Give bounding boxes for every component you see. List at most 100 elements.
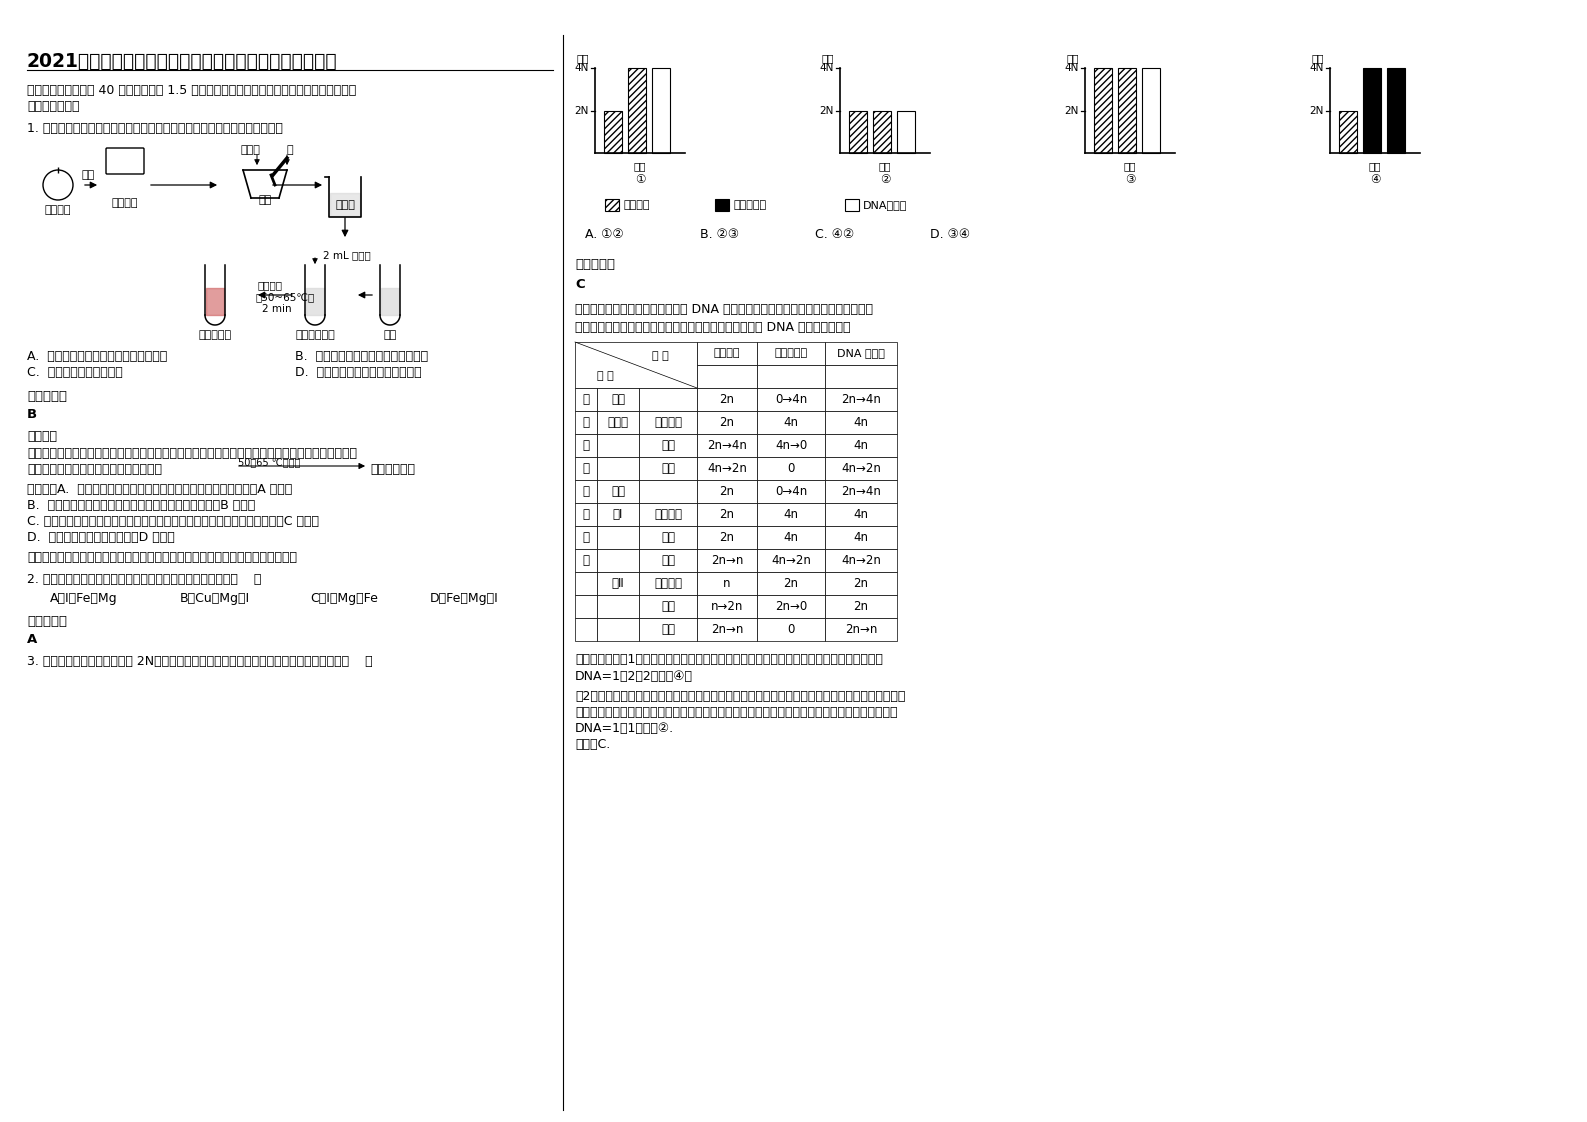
Text: n: n [724, 577, 730, 590]
Bar [757, 549, 825, 572]
Bar [640, 618, 697, 641]
Bar [697, 434, 757, 457]
Bar [757, 572, 825, 595]
Bar [873, 110, 890, 153]
Text: 原性糖。实验原理为：还原糖＋斐林试剂: 原性糖。实验原理为：还原糖＋斐林试剂 [27, 463, 162, 476]
Text: 砖红色沉淀: 砖红色沉淀 [198, 330, 232, 340]
Bar [574, 618, 597, 641]
Bar [697, 365, 757, 388]
Text: ④: ④ [1370, 173, 1381, 186]
Bar [1387, 68, 1404, 153]
Bar [640, 595, 697, 618]
Text: 时间: 时间 [1124, 160, 1136, 171]
Text: n→2n: n→2n [711, 600, 743, 613]
Bar [597, 572, 640, 595]
Text: 0: 0 [787, 462, 795, 475]
Text: 4n→0: 4n→0 [774, 439, 808, 452]
Bar [574, 503, 597, 526]
Text: 分: 分 [582, 439, 589, 452]
Text: 后期: 后期 [662, 439, 674, 452]
Bar [597, 618, 640, 641]
Bar [1117, 68, 1136, 153]
Text: DNA 分子数: DNA 分子数 [836, 349, 886, 359]
Text: 裂: 裂 [582, 462, 589, 475]
Text: 末期: 末期 [662, 554, 674, 567]
Bar [757, 595, 825, 618]
Text: 4n→2n: 4n→2n [841, 462, 881, 475]
Text: 2n: 2n [719, 508, 735, 521]
Text: 时 期: 时 期 [597, 371, 614, 381]
Bar [640, 434, 697, 457]
Text: 染色单体数: 染色单体数 [774, 349, 808, 359]
Text: ①: ① [635, 173, 646, 186]
Text: 分: 分 [582, 531, 589, 544]
Text: 4n: 4n [784, 416, 798, 429]
Bar [825, 526, 897, 549]
Text: 染色体数: 染色体数 [624, 200, 649, 210]
Bar [574, 572, 597, 595]
Text: 4n: 4n [854, 416, 868, 429]
Text: 水浴加热: 水浴加热 [259, 280, 282, 289]
Bar [825, 457, 897, 480]
Bar [697, 526, 757, 549]
Text: 4N: 4N [1065, 63, 1079, 73]
Text: B: B [27, 408, 37, 421]
Text: 水: 水 [287, 145, 294, 155]
Text: 切成小块: 切成小块 [111, 197, 138, 208]
Text: 2n→n: 2n→n [844, 623, 878, 636]
Text: 2. 甲状腺激素、血红蛋白和叶绿素中含有的重要元素依次是（    ）: 2. 甲状腺激素、血红蛋白和叶绿素中含有的重要元素依次是（ ） [27, 573, 262, 586]
Bar [697, 618, 757, 641]
Bar [597, 595, 640, 618]
Bar [825, 434, 897, 457]
Text: DNA分子数: DNA分子数 [863, 200, 908, 210]
Text: B.  实验中涉及到的甲试剂应现配现用: B. 实验中涉及到的甲试剂应现配现用 [295, 350, 428, 364]
Bar [697, 342, 757, 365]
Bar [597, 434, 640, 457]
Text: 2n: 2n [854, 600, 868, 613]
Text: 去皮: 去皮 [81, 171, 95, 180]
Text: 数量: 数量 [1311, 53, 1324, 63]
Bar [597, 549, 640, 572]
Bar [757, 618, 825, 641]
Bar [897, 110, 916, 153]
Text: 0→4n: 0→4n [774, 485, 808, 498]
Text: 数: 数 [582, 508, 589, 521]
Text: B. ②③: B. ②③ [700, 228, 740, 241]
Bar [825, 365, 897, 388]
Text: 2N: 2N [819, 105, 835, 116]
Text: 石英砂: 石英砂 [240, 145, 260, 155]
Bar [597, 388, 640, 411]
Bar [640, 526, 697, 549]
Text: 1. 如图是鉴定生物组织中某种成分的操作流程图。下列相关叙述中正确的是: 1. 如图是鉴定生物组织中某种成分的操作流程图。下列相关叙述中正确的是 [27, 122, 282, 135]
Text: 2 min: 2 min [262, 304, 292, 314]
Bar [716, 199, 728, 211]
Bar [574, 342, 697, 388]
Text: 2n→n: 2n→n [711, 554, 743, 567]
Text: 4N: 4N [574, 63, 589, 73]
Text: （50~65℃）: （50~65℃） [256, 292, 316, 302]
Bar [574, 388, 597, 411]
Text: 丝: 丝 [582, 416, 589, 429]
Text: 数量: 数量 [576, 53, 589, 63]
Bar [697, 503, 757, 526]
Bar [640, 549, 697, 572]
Text: B.  实验中涉及到的甲试剂为斐林试剂，需要现配现用，B 正确；: B. 实验中涉及到的甲试剂为斐林试剂，需要现配现用，B 正确； [27, 499, 256, 512]
Bar [597, 503, 640, 526]
Text: ③: ③ [1125, 173, 1135, 186]
Text: A、I，Fe，Mg: A、I，Fe，Mg [51, 592, 117, 605]
Bar [1339, 110, 1357, 153]
Text: 2n→4n: 2n→4n [841, 485, 881, 498]
Text: DNA=1：2：2，即图④；: DNA=1：2：2，即图④； [574, 670, 694, 683]
Text: 2n→4n: 2n→4n [708, 439, 747, 452]
Text: 前、中期: 前、中期 [654, 577, 682, 590]
Bar [574, 526, 597, 549]
Bar [825, 572, 897, 595]
Text: B、Cu，Mg，I: B、Cu，Mg，I [179, 592, 251, 605]
Text: D.  甲试剂使用时应混合使用，D 错误。: D. 甲试剂使用时应混合使用，D 错误。 [27, 531, 175, 544]
Text: 2n: 2n [719, 531, 735, 544]
Bar [652, 68, 670, 153]
Text: 数量: 数量 [822, 53, 835, 63]
Bar [640, 572, 697, 595]
Bar [825, 342, 897, 365]
Bar [825, 388, 897, 411]
